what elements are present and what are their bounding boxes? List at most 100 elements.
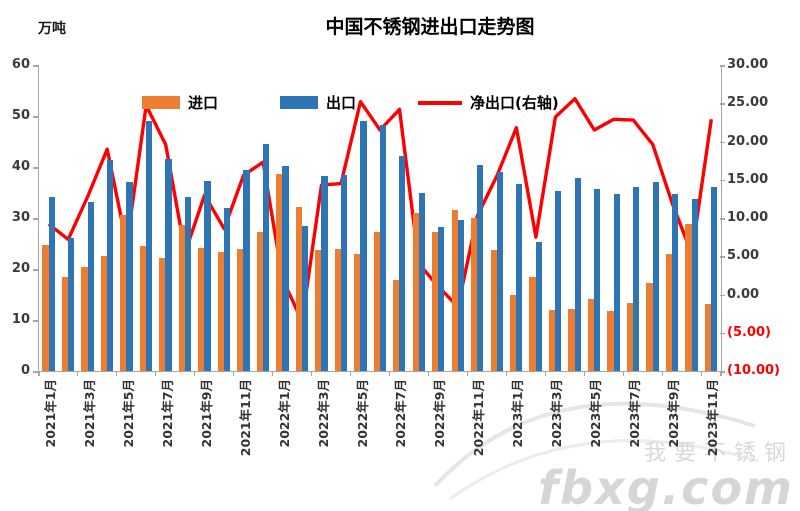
- watermark-swoosh: [433, 401, 759, 501]
- bar-export: [68, 238, 75, 371]
- bar-import: [373, 231, 380, 371]
- x-axis-tick-label: 2021年5月: [120, 379, 136, 448]
- bar-export: [282, 165, 289, 371]
- bar-import: [685, 224, 692, 371]
- bar-export: [535, 241, 542, 371]
- bar-import: [100, 256, 107, 371]
- bar-import: [42, 244, 49, 371]
- bar-import: [548, 310, 556, 371]
- bar-import: [354, 253, 361, 371]
- left-axis-tick-label: 0: [20, 363, 30, 378]
- bar-import: [61, 276, 69, 371]
- x-axis-tickmark: [310, 371, 313, 376]
- bar-export: [496, 172, 503, 371]
- bar-import: [510, 295, 517, 371]
- bar-export: [652, 182, 659, 371]
- right-axis-tickmark: [720, 141, 725, 143]
- bar-import: [471, 217, 478, 371]
- net-line-swatch-icon: [418, 100, 463, 105]
- x-axis-tick-label: 2021年3月: [81, 379, 97, 448]
- export-swatch-icon: [280, 96, 319, 109]
- right-axis-tickmark: [720, 65, 725, 67]
- legend-net-label: 净出口(右轴): [470, 94, 559, 112]
- x-axis-tick-label: 2022年9月: [432, 379, 448, 448]
- bar-export: [340, 174, 348, 371]
- legend-item-net: 净出口(右轴): [418, 92, 559, 113]
- import-swatch-icon: [142, 96, 180, 109]
- bar-import: [393, 279, 400, 371]
- bar-import: [178, 224, 185, 371]
- watermark-domain-text: fbxg.com: [538, 461, 794, 511]
- bar-export: [399, 156, 406, 371]
- x-axis-tick-label: 2023年5月: [588, 379, 604, 448]
- legend-item-export: 出口: [280, 92, 356, 113]
- right-axis-tick-label: 10.00: [727, 210, 769, 225]
- x-axis-tick-label: 2023年1月: [510, 379, 526, 448]
- bar-import: [217, 252, 224, 371]
- x-axis-tick-label: 2021年1月: [42, 379, 58, 448]
- x-axis-tickmark: [388, 371, 391, 376]
- bar-import: [587, 298, 595, 371]
- bar-export: [691, 198, 698, 371]
- left-axis-tick-label: 50: [11, 108, 30, 123]
- x-axis-tickmark: [700, 371, 702, 376]
- right-axis-tickmark: [720, 371, 725, 373]
- left-axis-tick-label: 60: [11, 57, 30, 72]
- left-axis-tickmark: [33, 116, 38, 118]
- right-axis-tickmark: [720, 256, 725, 258]
- left-axis-tickmark: [33, 65, 38, 67]
- x-axis-tick-label: 2023年7月: [627, 379, 643, 448]
- watermark-cn-text: 我要不锈钢: [643, 441, 794, 466]
- bar-import: [665, 253, 673, 371]
- x-axis-tickmark: [720, 371, 722, 376]
- right-axis-tick-label: 15.00: [727, 171, 769, 187]
- watermark: 我要不锈钢 fbxg.com: [538, 443, 794, 511]
- plot-area: [38, 65, 722, 372]
- bar-export: [87, 202, 94, 371]
- right-axis-tickmark: [720, 179, 725, 182]
- bar-import: [139, 246, 146, 371]
- bar-export: [438, 227, 445, 371]
- bar-import: [198, 247, 205, 371]
- bar-import: [529, 276, 536, 371]
- bar-export: [379, 124, 386, 371]
- bar-export: [633, 186, 640, 371]
- left-axis-tickmark: [33, 218, 38, 220]
- bar-import: [432, 232, 439, 371]
- left-axis-tick-label: 40: [11, 159, 30, 174]
- right-axis-tick-label: (10.00): [727, 363, 781, 378]
- x-axis-tick-label: 2021年11月: [237, 379, 253, 457]
- right-axis-tick-label: 30.00: [727, 57, 769, 72]
- bar-export: [107, 160, 114, 371]
- legend-item-import: 进口: [142, 92, 218, 113]
- bar-import: [256, 231, 263, 371]
- x-axis-tickmark: [505, 371, 508, 376]
- x-axis-tick-label: 2022年1月: [276, 379, 292, 448]
- right-axis-tickmark: [720, 294, 725, 296]
- x-axis-tick-label: 2022年11月: [471, 379, 487, 457]
- x-axis-tick-label: 2023年11月: [705, 379, 721, 457]
- left-axis-unit-label: 万吨: [38, 21, 66, 37]
- left-axis-tickmark: [33, 269, 38, 271]
- bar-export: [126, 181, 133, 371]
- bar-import: [315, 249, 322, 371]
- x-axis-tickmark: [232, 371, 235, 376]
- bar-export: [360, 121, 367, 371]
- bar-export: [477, 165, 484, 371]
- x-axis-tickmark: [193, 371, 196, 376]
- bar-export: [555, 191, 562, 371]
- x-axis-tick-label: 2023年3月: [549, 379, 565, 448]
- bar-export: [516, 184, 523, 371]
- bar-import: [451, 210, 458, 371]
- x-axis-tick-label: 2023年9月: [666, 379, 682, 448]
- x-axis-tick-label: 2022年3月: [315, 379, 331, 448]
- right-axis-tickmark: [720, 332, 725, 335]
- legend-export-label: 出口: [326, 94, 357, 112]
- bar-import: [626, 302, 634, 371]
- bar-import: [704, 303, 712, 371]
- bar-export: [243, 169, 250, 371]
- left-axis-tick-label: 20: [11, 261, 30, 276]
- right-axis-tick-label: (5.00): [727, 324, 771, 340]
- x-axis-tickmark: [661, 371, 664, 376]
